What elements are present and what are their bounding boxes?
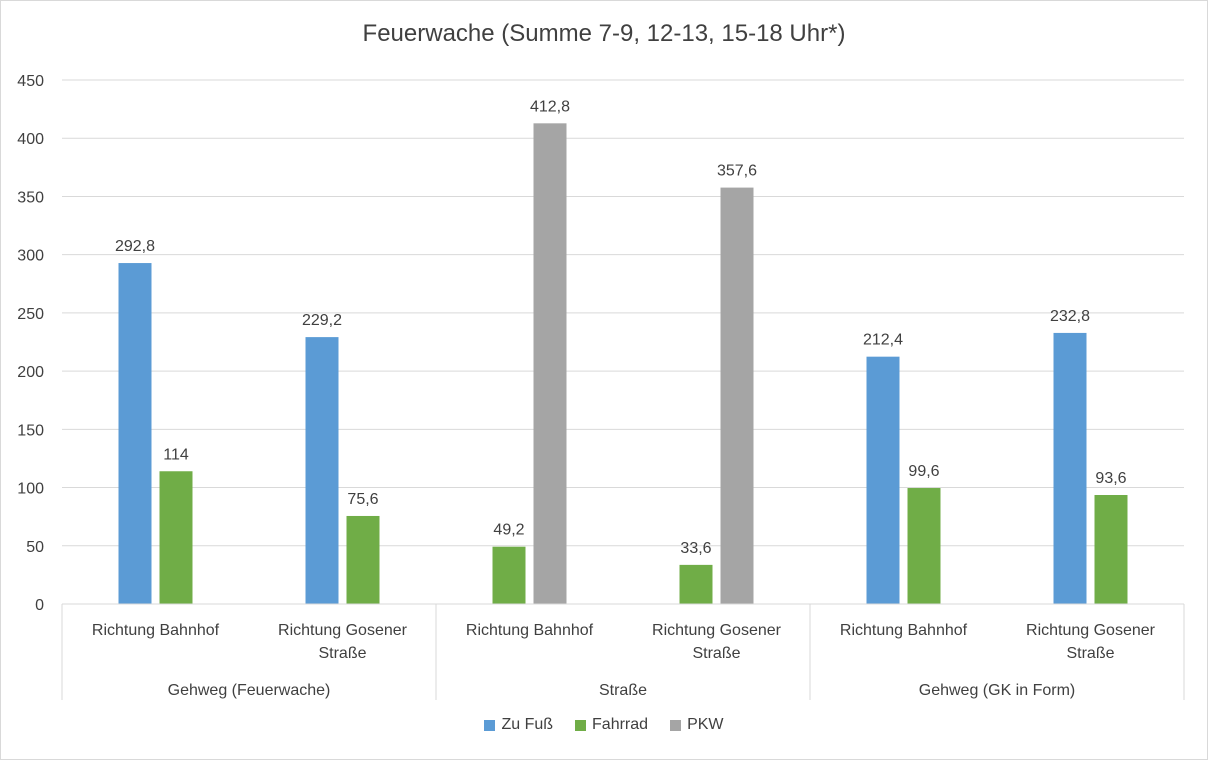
data-label: 229,2: [302, 312, 342, 329]
x-tick-label: Richtung Bahnhof: [840, 622, 968, 639]
x-tick-label: Straße: [318, 645, 366, 662]
legend-label: PKW: [687, 716, 724, 733]
bars: [118, 123, 1128, 605]
bar-zu-fu-: [1053, 332, 1087, 604]
x-tick-label: Straße: [1066, 645, 1114, 662]
y-tick-label: 300: [17, 248, 44, 265]
data-label: 49,2: [493, 522, 524, 539]
x-group-label: Gehweg (Feuerwache): [168, 682, 331, 699]
bar-fahrrad: [907, 488, 941, 604]
data-label: 232,8: [1050, 308, 1090, 325]
gridlines: [62, 79, 1184, 605]
data-label: 412,8: [530, 98, 570, 115]
x-tick-label: Richtung Bahnhof: [92, 622, 220, 639]
bar-zu-fu-: [305, 337, 339, 604]
data-label: 212,4: [863, 332, 903, 349]
y-tick-label: 50: [26, 539, 44, 556]
y-tick-label: 150: [17, 422, 44, 439]
bar-fahrrad: [346, 515, 380, 604]
data-label: 357,6: [717, 163, 757, 180]
y-tick-label: 0: [35, 597, 44, 614]
legend-swatch: [484, 719, 496, 731]
y-tick-label: 350: [17, 189, 44, 206]
chart-title: Feuerwache (Summe 7-9, 12-13, 15-18 Uhr*…: [362, 20, 846, 47]
legend-label: Fahrrad: [592, 716, 649, 733]
x-group-label: Gehweg (GK in Form): [919, 682, 1075, 699]
data-label: 93,6: [1095, 470, 1126, 487]
bar-fahrrad: [1094, 495, 1128, 604]
data-label: 99,6: [908, 463, 939, 480]
bar-fahrrad: [492, 546, 526, 604]
bar-fahrrad: [159, 471, 193, 604]
x-tick-label: Richtung Gosener: [652, 622, 782, 639]
x-axis: Richtung Bahnhof Richtung Gosener Straße Ri…: [61, 603, 1185, 700]
bar-pkw: [720, 187, 754, 604]
legend-label: Zu Fuß: [501, 716, 554, 733]
bar-zu-fu-: [118, 263, 152, 604]
data-label: 292,8: [115, 238, 155, 255]
legend: Zu Fuß Fahrrad PKW: [0, 716, 1208, 734]
legend-item: Fahrrad: [575, 716, 648, 734]
y-tick-label: 200: [17, 364, 44, 381]
data-labels: 292,8 114 229,2 75,6 49,2 412,8 33,6 357,6 212,4…: [115, 98, 1127, 557]
y-tick-label: 450: [17, 73, 44, 90]
bar-fahrrad: [679, 564, 713, 604]
x-tick-label: Straße: [692, 645, 740, 662]
y-tick-label: 100: [17, 481, 44, 498]
legend-item: Zu Fuß: [484, 716, 553, 734]
legend-swatch: [670, 719, 682, 731]
data-label: 114: [163, 446, 189, 463]
y-axis-ticks: 0 50 100 150 200 250 300 350 400 450: [17, 73, 44, 614]
x-tick-label: Richtung Bahnhof: [466, 622, 594, 639]
bar-zu-fu-: [866, 356, 900, 604]
legend-item: PKW: [670, 716, 724, 734]
x-tick-label: Richtung Gosener: [278, 622, 408, 639]
bar-pkw: [533, 123, 567, 605]
legend-swatch: [575, 719, 587, 731]
x-tick-label: Richtung Gosener: [1026, 622, 1156, 639]
data-label: 33,6: [680, 540, 711, 557]
y-tick-label: 250: [17, 306, 44, 323]
data-label: 75,6: [347, 491, 378, 508]
x-group-label: Straße: [599, 682, 647, 699]
y-tick-label: 400: [17, 131, 44, 148]
